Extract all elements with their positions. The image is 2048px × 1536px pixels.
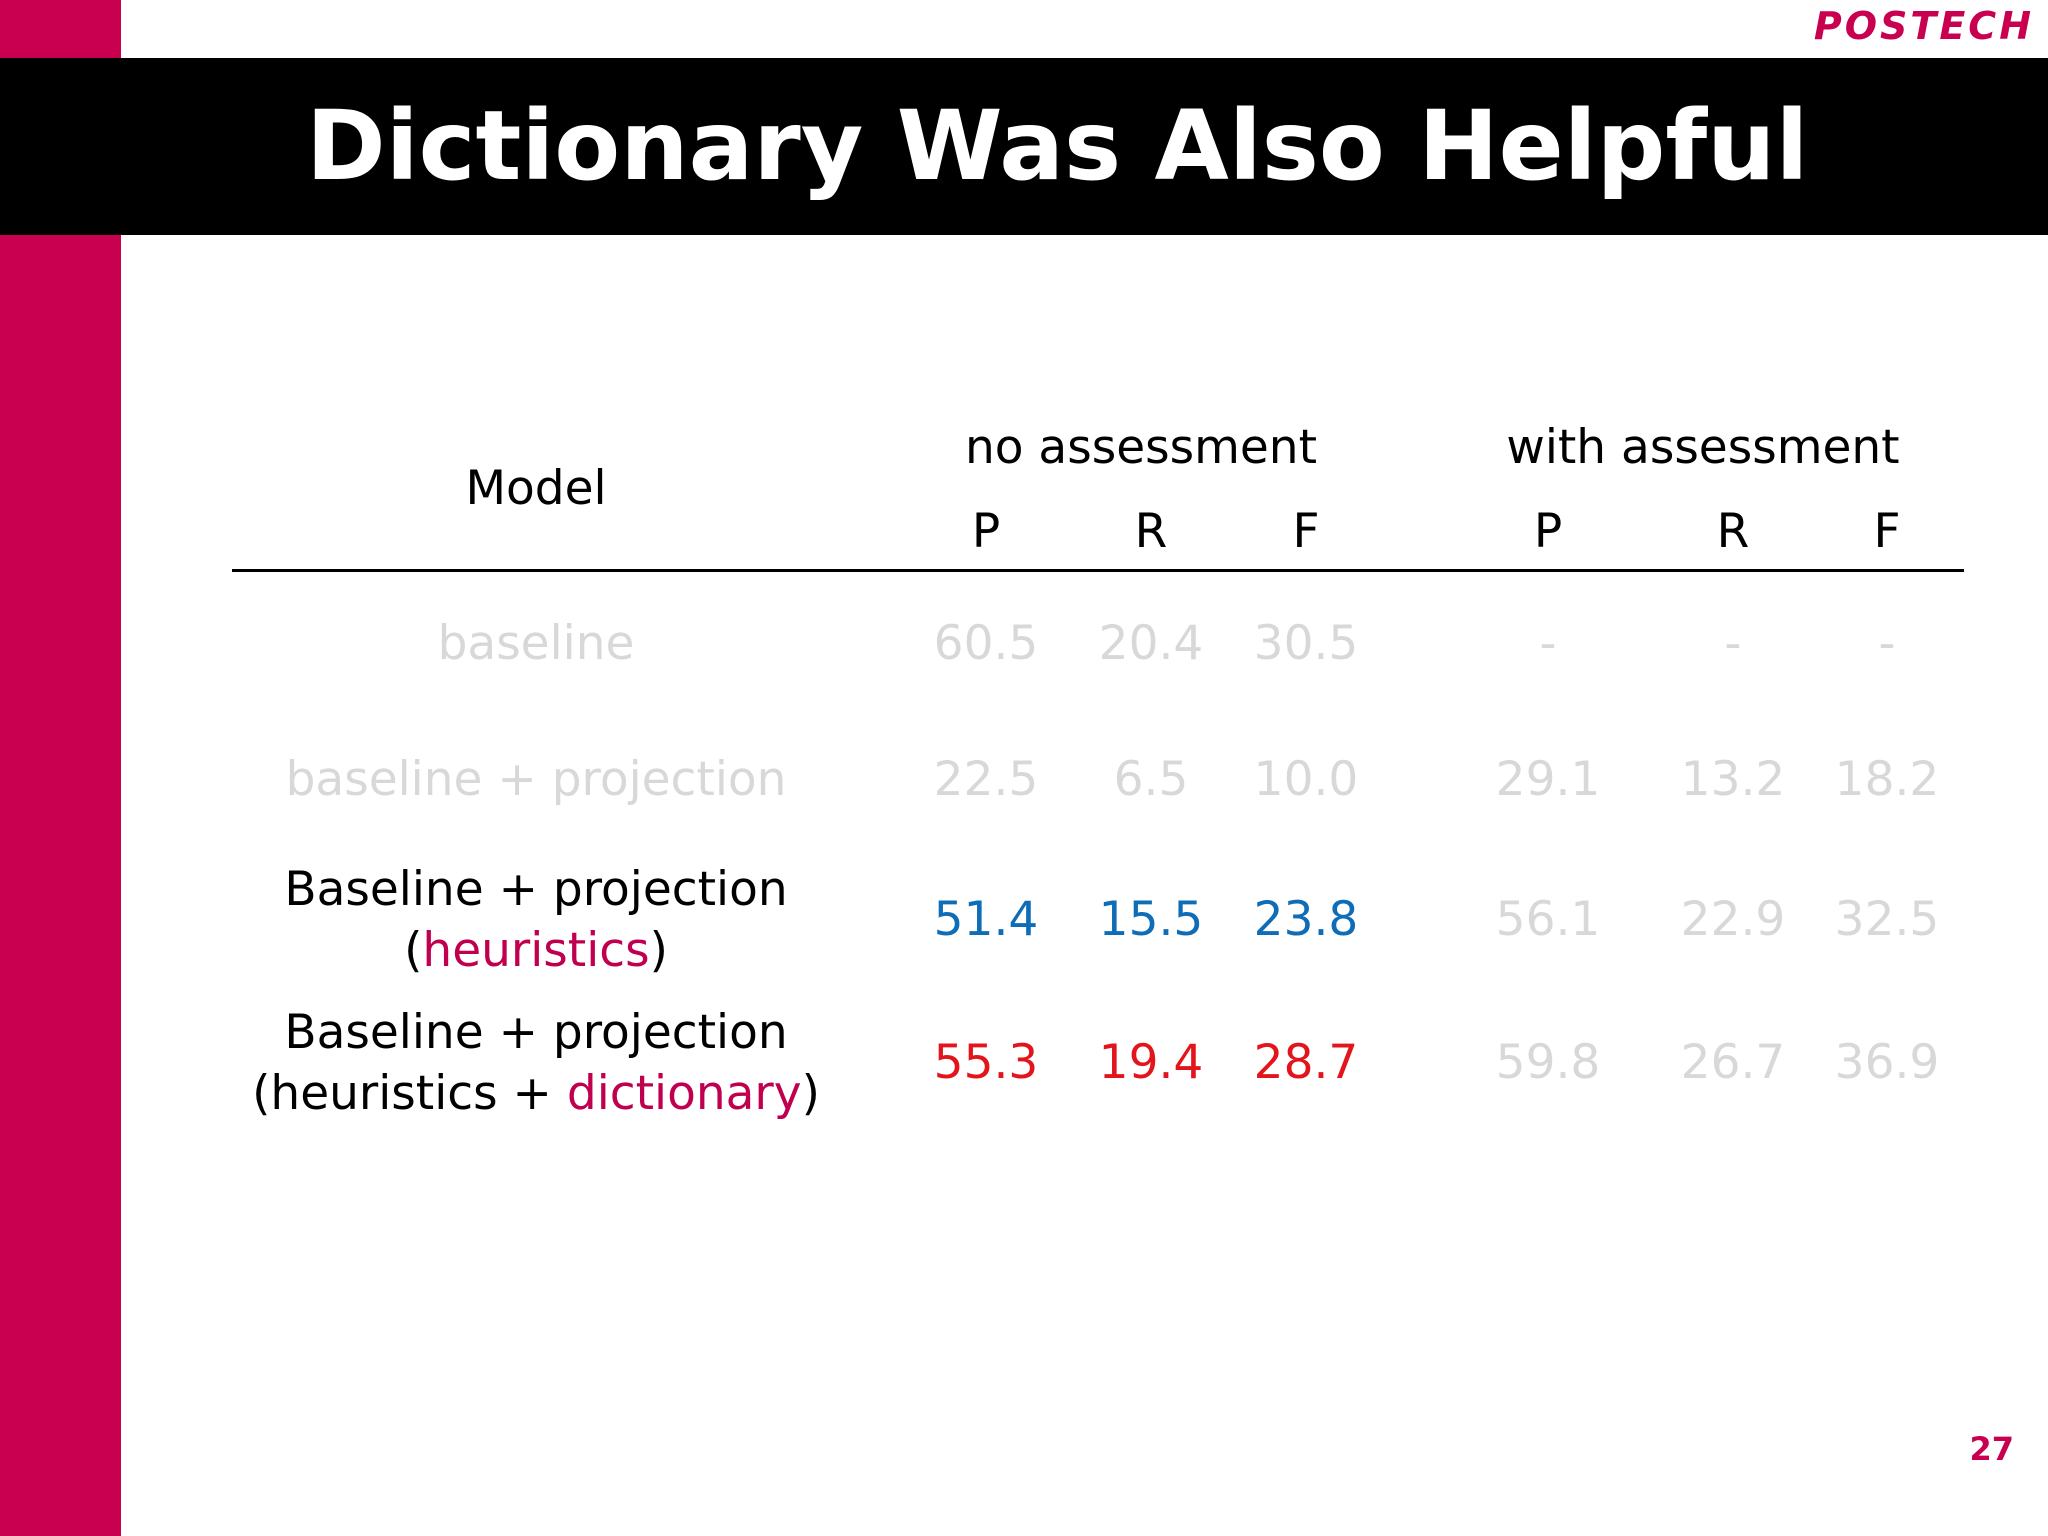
group-header-with-assessment: with assessment	[1506, 420, 1900, 475]
col-header-f-with: F	[1873, 504, 1901, 559]
model-name-line2: (heuristics)	[236, 921, 836, 981]
value-cell: 26.7	[1680, 1035, 1786, 1090]
col-header-r-no: R	[1134, 504, 1168, 559]
model-name-line1: Baseline + projection	[284, 1005, 788, 1060]
col-header-p-no: P	[971, 504, 1001, 559]
page-number: 27	[1969, 1430, 2014, 1468]
model-name-line2: (heuristics + dictionary)	[236, 1064, 836, 1124]
value-cell: 6.5	[1113, 752, 1189, 807]
value-cell: 10.0	[1253, 752, 1359, 807]
value-cell: 60.5	[933, 616, 1039, 671]
left-accent-bar	[0, 0, 121, 1536]
value-cell: -	[1724, 616, 1742, 671]
model-name-suffix: )	[649, 923, 668, 978]
postech-logo: POSTECH	[1813, 4, 2034, 48]
value-cell: 13.2	[1680, 752, 1786, 807]
value-cell: 56.1	[1495, 892, 1601, 947]
value-cell: 55.3	[933, 1035, 1039, 1090]
value-cell: 32.5	[1834, 892, 1940, 947]
model-name-accent: dictionary	[566, 1066, 802, 1121]
value-cell: 30.5	[1253, 616, 1359, 671]
value-cell: -	[1539, 616, 1557, 671]
value-cell: 15.5	[1098, 892, 1204, 947]
value-cell: 51.4	[933, 892, 1039, 947]
col-header-f-no: F	[1292, 504, 1320, 559]
value-cell: 29.1	[1495, 752, 1601, 807]
header-rule	[232, 569, 1964, 572]
value-cell: 19.4	[1098, 1035, 1204, 1090]
value-cell: 59.8	[1495, 1035, 1601, 1090]
value-cell: 18.2	[1834, 752, 1940, 807]
model-name: baseline	[437, 616, 635, 671]
slide-title: Dictionary Was Also Helpful	[306, 90, 1809, 202]
value-cell: 20.4	[1098, 616, 1204, 671]
model-header: Model	[465, 461, 607, 516]
model-name-prefix: (heuristics +	[252, 1066, 567, 1121]
col-header-r-with: R	[1716, 504, 1750, 559]
value-cell: 23.8	[1253, 892, 1359, 947]
group-header-no-assessment: no assessment	[964, 420, 1318, 475]
value-cell: 36.9	[1834, 1035, 1940, 1090]
model-name-accent: heuristics	[422, 923, 650, 978]
col-header-p-with: P	[1533, 504, 1563, 559]
value-cell: -	[1878, 616, 1896, 671]
model-name: baseline + projection	[285, 752, 787, 807]
model-name-line1: Baseline + projection	[284, 862, 788, 917]
value-cell: 22.9	[1680, 892, 1786, 947]
model-name-prefix: (	[404, 923, 423, 978]
value-cell: 28.7	[1253, 1035, 1359, 1090]
title-band	[0, 58, 2048, 235]
model-name-suffix: )	[801, 1066, 820, 1121]
value-cell: 22.5	[933, 752, 1039, 807]
